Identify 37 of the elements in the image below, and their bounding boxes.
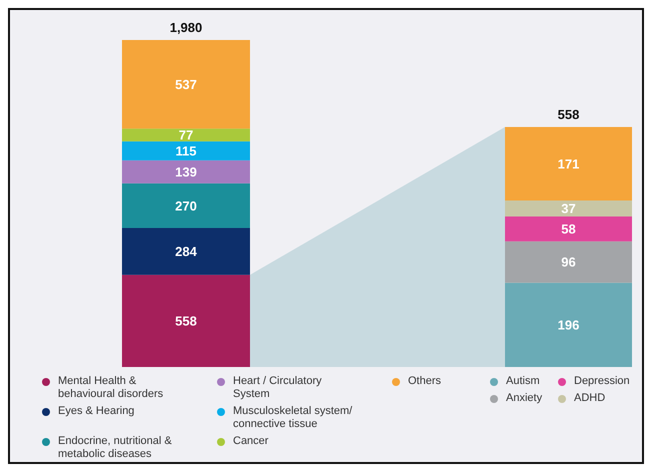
bar (505, 241, 632, 283)
bar (122, 141, 250, 160)
bar (505, 216, 632, 242)
data-label: 558 (175, 314, 197, 329)
data-label: 115 (176, 144, 196, 159)
total-label: 558 (556, 107, 580, 122)
data-label: 196 (558, 317, 580, 332)
legend-label: Endocrine, nutritional & metabolic diseases (58, 435, 173, 461)
legend-label: Musculoskeletal system/ connective tissue (233, 405, 353, 431)
bar (122, 183, 250, 228)
legend-label: Autism (506, 375, 540, 388)
data-label: 96 (561, 254, 576, 270)
bar (122, 274, 250, 367)
bar (122, 128, 250, 142)
legend-label: Cancer (233, 435, 268, 448)
data-label: 37 (561, 201, 576, 216)
total-label: 1,980 (168, 20, 204, 35)
legend-label: Anxiety (506, 392, 542, 405)
data-label: 77 (178, 128, 194, 143)
legend-label: Eyes & Hearing (58, 405, 134, 418)
legend-label: ADHD (574, 392, 606, 405)
bar (505, 127, 632, 201)
bar (505, 200, 632, 216)
bar (122, 228, 250, 275)
data-label: 537 (175, 76, 197, 92)
data-label: 270 (175, 198, 197, 214)
data-label: 284 (175, 244, 198, 260)
data-label: 171 (558, 156, 580, 172)
data-label: 58 (561, 222, 576, 237)
legend-label: Heart / Circulatory System (233, 375, 323, 401)
data-label: 139 (175, 164, 197, 180)
legend-label: Others (408, 375, 442, 388)
legend-label: Depression (574, 375, 630, 388)
bar (505, 282, 632, 367)
legend-label: Mental Health & behavioural disorders (58, 375, 164, 401)
bar (122, 160, 250, 184)
bar (122, 40, 250, 129)
